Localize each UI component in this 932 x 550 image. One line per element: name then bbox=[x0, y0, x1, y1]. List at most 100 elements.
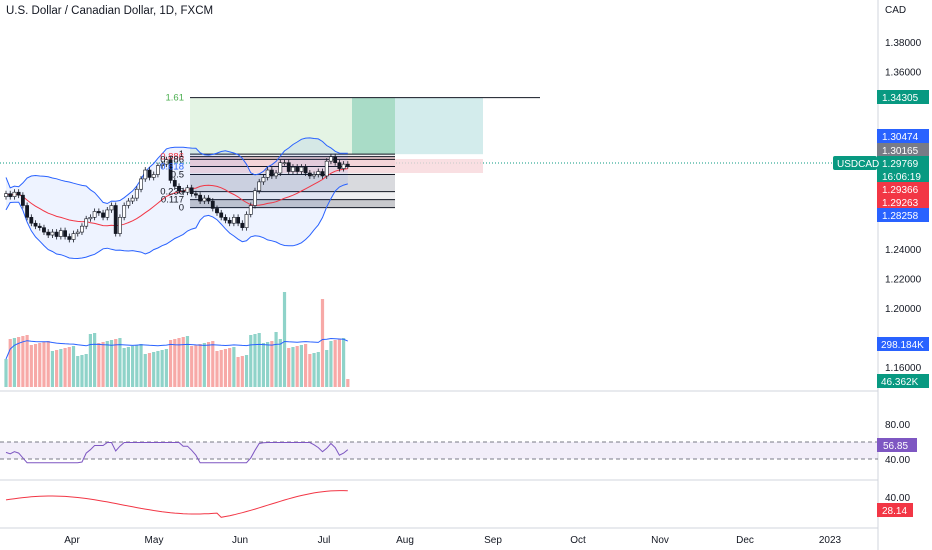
volume-label-badge bbox=[877, 374, 929, 388]
fib-level-label: 0.786 bbox=[160, 154, 184, 165]
volume-bar bbox=[346, 379, 350, 387]
volume-bar bbox=[261, 343, 266, 387]
candle-body bbox=[109, 205, 114, 211]
price-label-badge bbox=[877, 129, 929, 143]
volume-bar bbox=[291, 347, 295, 387]
candle-body bbox=[299, 166, 304, 172]
candle-body bbox=[88, 217, 93, 220]
candle-body bbox=[177, 185, 181, 192]
volume-bar bbox=[202, 343, 206, 387]
price-tick: 1.38000 bbox=[885, 38, 922, 49]
volume-bar bbox=[206, 342, 211, 387]
volume-bar bbox=[333, 340, 337, 387]
fib-level-label: 0.236 bbox=[160, 187, 184, 198]
volume-bar bbox=[257, 333, 261, 387]
candle-body bbox=[286, 162, 291, 172]
volume-bar bbox=[198, 344, 202, 387]
chart-title: U.S. Dollar / Canadian Dollar, 1D, FXCM bbox=[6, 5, 214, 17]
price-label-badge bbox=[877, 208, 929, 222]
symbol-badge-text: USDCAD bbox=[837, 159, 879, 170]
price-label-text: 1.29366 bbox=[882, 185, 919, 196]
candle-body bbox=[42, 227, 46, 233]
candle-body bbox=[189, 187, 194, 194]
fib-level-label: 1.61 bbox=[166, 93, 185, 104]
volume-bar bbox=[219, 350, 223, 387]
volume-bar bbox=[17, 337, 21, 387]
candle-body bbox=[16, 191, 21, 196]
volume-bar bbox=[337, 339, 341, 387]
volume-bar bbox=[109, 340, 114, 387]
candle-body bbox=[33, 222, 38, 227]
candle-body bbox=[265, 169, 270, 178]
volume-bar bbox=[76, 356, 80, 387]
candle-body bbox=[63, 230, 67, 237]
volume-bar bbox=[240, 356, 244, 387]
candle-body bbox=[71, 233, 76, 240]
price-label-text: 1.30474 bbox=[882, 132, 919, 143]
volume-bar bbox=[282, 292, 287, 387]
time-tick: Sep bbox=[484, 535, 502, 546]
candle-body bbox=[303, 166, 308, 174]
volume-bar bbox=[147, 353, 152, 387]
candle-body bbox=[333, 156, 338, 163]
volume-bar bbox=[80, 355, 84, 387]
volume-bar bbox=[270, 341, 274, 387]
rsi-tick: 40.00 bbox=[885, 455, 910, 466]
volume-bar bbox=[168, 340, 173, 387]
candle-body bbox=[257, 181, 262, 192]
volume-bar bbox=[304, 344, 308, 387]
candle-body bbox=[126, 200, 131, 206]
candle-body bbox=[113, 205, 118, 234]
volume-bar bbox=[325, 350, 329, 387]
volume-bar bbox=[177, 338, 181, 387]
volume-bar bbox=[97, 343, 101, 387]
volume-bar bbox=[42, 342, 46, 387]
candle-body bbox=[156, 165, 160, 175]
volume-bar bbox=[25, 335, 29, 387]
oscillator-tick: 40.00 bbox=[885, 493, 910, 504]
volume-bar bbox=[211, 341, 215, 387]
volume-bar bbox=[33, 344, 38, 387]
price-tick: 1.20000 bbox=[885, 304, 922, 315]
candle-body bbox=[181, 190, 186, 193]
volume-bar bbox=[329, 341, 333, 387]
candle-body bbox=[172, 180, 177, 187]
candle-body bbox=[291, 166, 295, 172]
candle-body bbox=[147, 169, 152, 178]
price-label-badge bbox=[877, 182, 929, 196]
volume-bar bbox=[316, 352, 320, 387]
price-tick: 1.22000 bbox=[885, 274, 922, 285]
candle-body bbox=[96, 211, 101, 214]
volume-bar bbox=[244, 355, 249, 387]
candle-body bbox=[223, 217, 228, 221]
candle-body bbox=[143, 169, 148, 180]
candle-body bbox=[37, 225, 42, 228]
position-target-zone bbox=[352, 97, 395, 155]
candle-body bbox=[278, 162, 283, 174]
candle-body bbox=[329, 156, 333, 162]
fib-zone bbox=[190, 174, 395, 192]
time-tick: May bbox=[145, 535, 164, 546]
price-label-text: 1.28258 bbox=[882, 211, 919, 222]
price-tick: 1.16000 bbox=[885, 363, 922, 374]
volume-bar bbox=[21, 336, 25, 387]
volume-bar bbox=[152, 352, 156, 387]
candle-body bbox=[269, 169, 274, 177]
candle-body bbox=[58, 230, 63, 237]
candle-body bbox=[164, 159, 169, 165]
candle-body bbox=[194, 193, 198, 196]
candle-body bbox=[20, 194, 25, 206]
volume-bar bbox=[253, 334, 257, 387]
candle-body bbox=[50, 231, 55, 236]
bollinger-upper bbox=[5, 137, 348, 205]
volume-label-text: 298.184K bbox=[881, 340, 924, 351]
volume-bar bbox=[50, 351, 55, 387]
price-label-text: 16:06:19 bbox=[882, 172, 921, 183]
candle-body bbox=[320, 171, 325, 177]
rsi-value-badge bbox=[877, 438, 917, 452]
candle-body bbox=[341, 163, 346, 169]
candle-body bbox=[210, 200, 215, 209]
time-tick: Apr bbox=[64, 535, 80, 546]
volume-bar bbox=[342, 338, 346, 387]
